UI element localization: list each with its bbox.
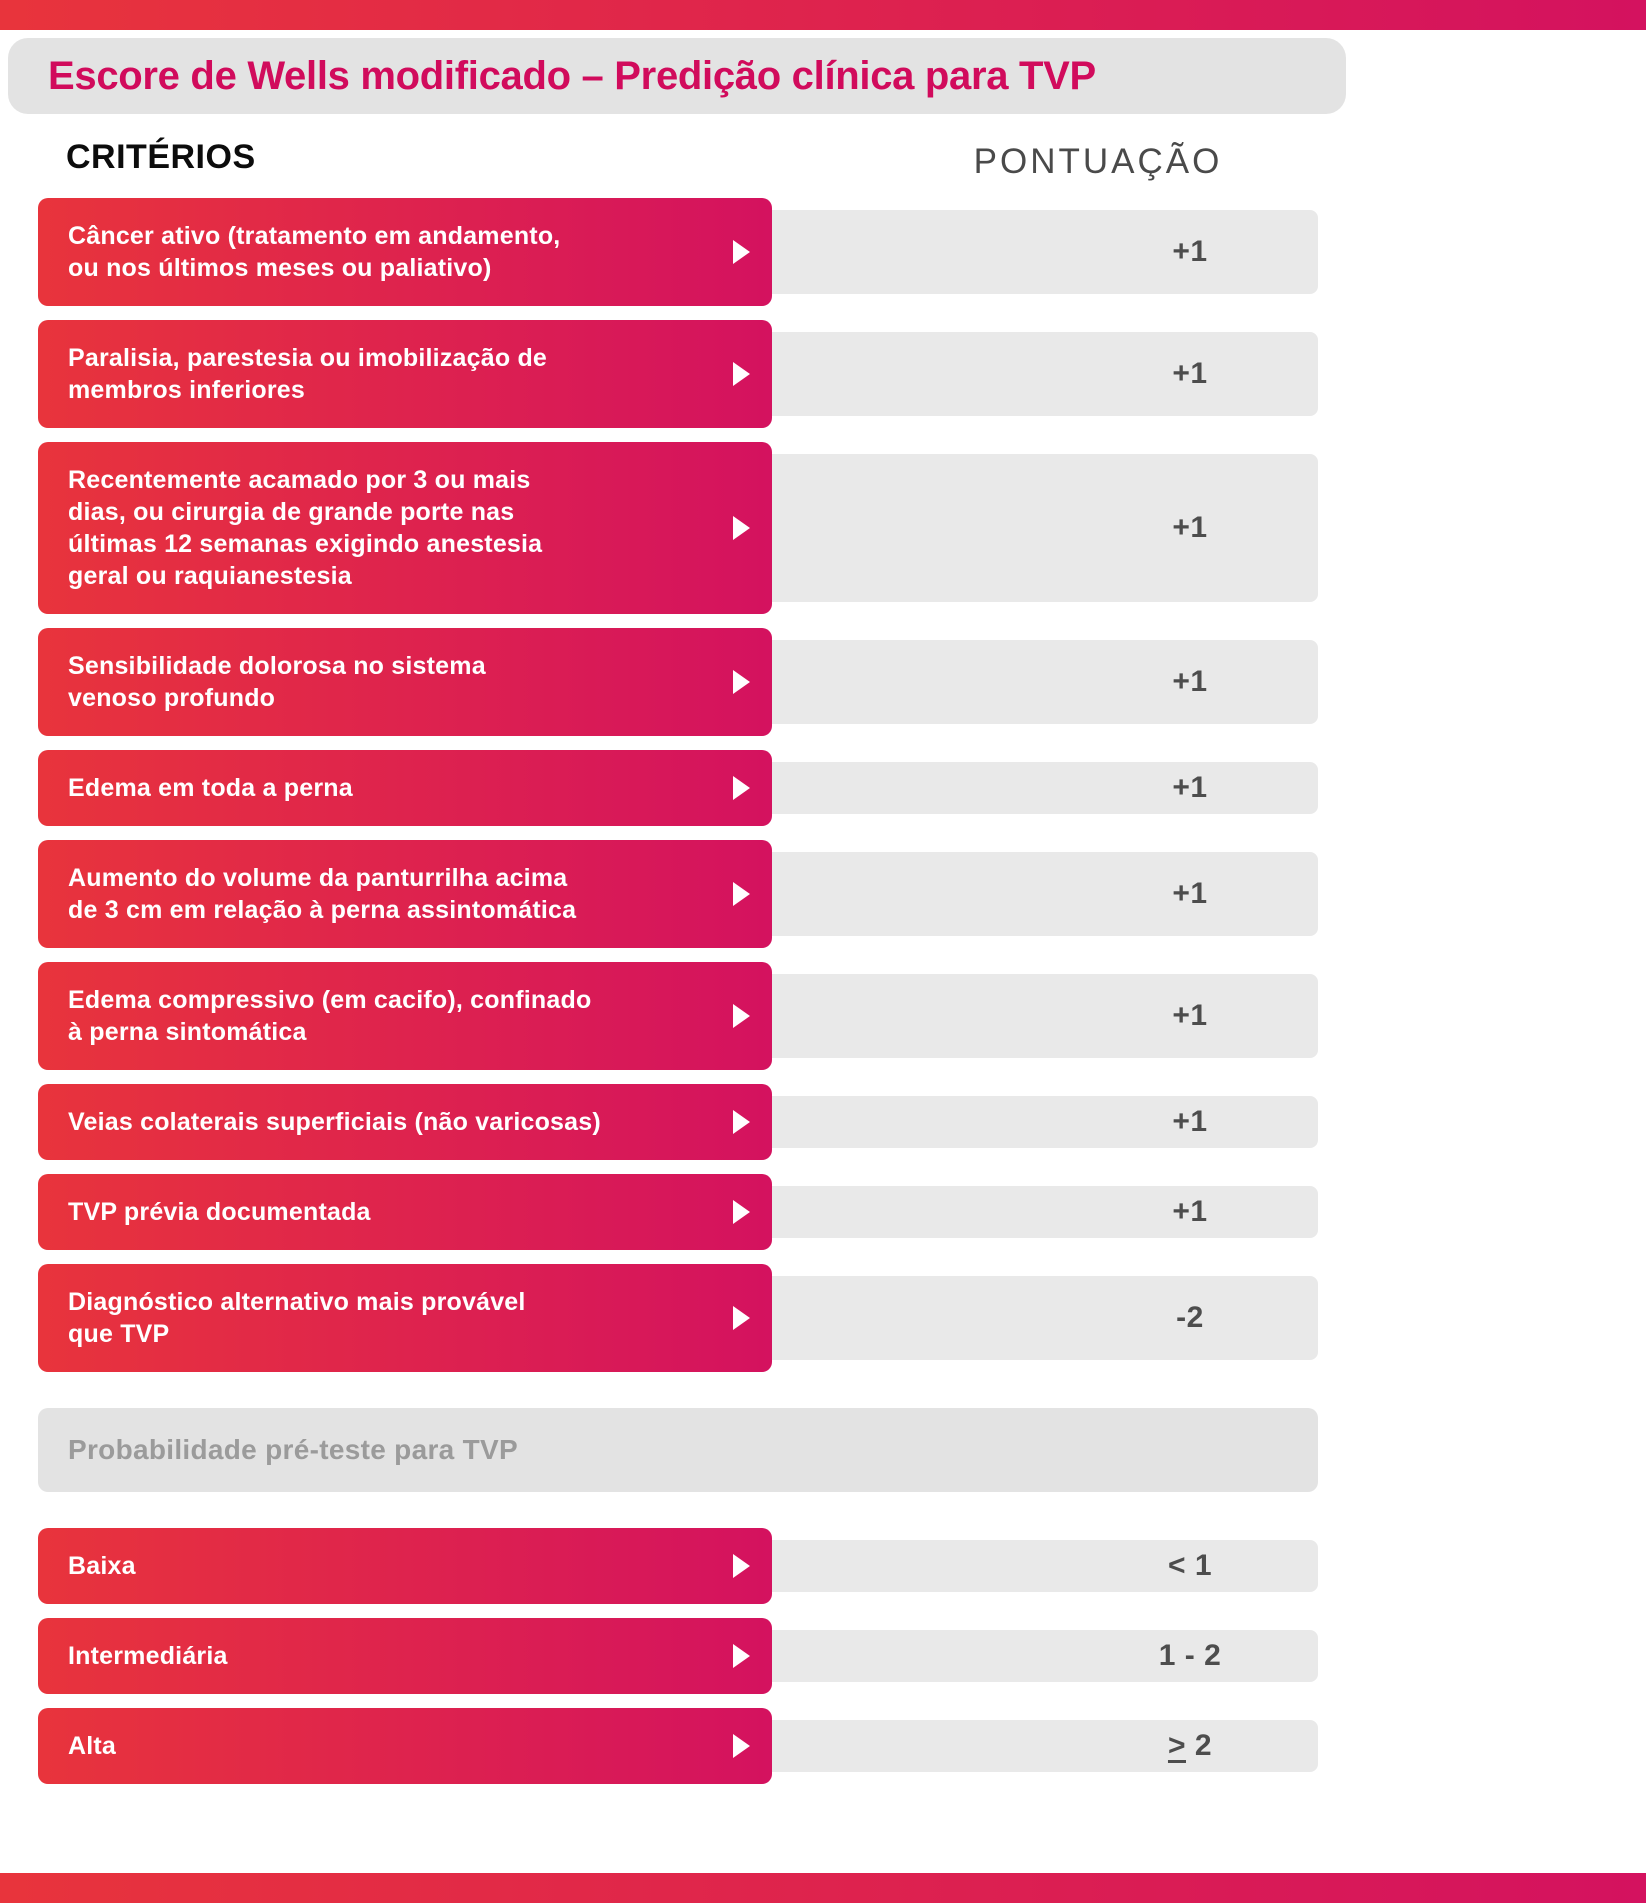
criteria-row: Sensibilidade dolorosa no sistema venoso…	[38, 628, 1318, 736]
score-text: +1	[1172, 877, 1208, 910]
score-value: +1	[1070, 877, 1310, 911]
criteria-pill: Aumento do volume da panturrilha acima d…	[38, 840, 772, 948]
score-value: +1	[1070, 771, 1310, 805]
probability-row: Baixa < 1	[38, 1528, 1318, 1604]
score-value: > 2	[1070, 1729, 1310, 1763]
score-value: +1	[1070, 999, 1310, 1033]
arrow-right-icon	[733, 240, 750, 264]
criteria-label: Paralisia, parestesia ou imobilização de…	[68, 344, 548, 404]
rows-container: Câncer ativo (tratamento em andamento, o…	[38, 198, 1318, 1784]
criteria-column-header: CRITÉRIOS	[66, 138, 256, 176]
score-value: < 1	[1070, 1549, 1310, 1583]
arrow-right-icon	[733, 670, 750, 694]
score-text: 1 - 2	[1158, 1639, 1222, 1672]
score-text: 2	[1186, 1729, 1213, 1762]
criteria-row: Câncer ativo (tratamento em andamento, o…	[38, 198, 1318, 306]
score-text: -2	[1176, 1301, 1204, 1334]
criteria-label: Intermediária	[68, 1642, 228, 1670]
score-text: +1	[1172, 999, 1208, 1032]
criteria-label: Aumento do volume da panturrilha acima d…	[68, 864, 577, 924]
score-sign: >	[1167, 1729, 1186, 1762]
criteria-pill: Edema compressivo (em cacifo), confinado…	[38, 962, 772, 1070]
section-header-bar: Probabilidade pré-teste para TVP	[38, 1408, 1318, 1492]
criteria-pill: Recentemente acamado por 3 ou mais dias,…	[38, 442, 772, 614]
score-value: +1	[1070, 1195, 1310, 1229]
score-text: +1	[1172, 1105, 1208, 1138]
score-value: +1	[1070, 357, 1310, 391]
criteria-pill: Diagnóstico alternativo mais provável qu…	[38, 1264, 772, 1372]
column-headers: CRITÉRIOS PONTUAÇÃO	[38, 134, 1318, 190]
score-value: 1 - 2	[1070, 1639, 1310, 1673]
criteria-label: Recentemente acamado por 3 ou mais dias,…	[68, 466, 543, 590]
score-value: +1	[1070, 235, 1310, 269]
arrow-right-icon	[733, 1644, 750, 1668]
score-value: +1	[1070, 1105, 1310, 1139]
score-text: +1	[1172, 511, 1208, 544]
criteria-row: Paralisia, parestesia ou imobilização de…	[38, 320, 1318, 428]
page-title: Escore de Wells modificado – Predição cl…	[48, 54, 1096, 98]
arrow-right-icon	[733, 1200, 750, 1224]
score-table: CRITÉRIOS PONTUAÇÃO Câncer ativo (tratam…	[38, 134, 1318, 1798]
arrow-right-icon	[733, 1110, 750, 1134]
score-value: +1	[1070, 665, 1310, 699]
arrow-right-icon	[733, 1734, 750, 1758]
score-column-header: PONTUAÇÃO	[973, 142, 1223, 181]
arrow-right-icon	[733, 776, 750, 800]
criteria-row: Diagnóstico alternativo mais provável qu…	[38, 1264, 1318, 1372]
criteria-label: Câncer ativo (tratamento em andamento, o…	[68, 222, 561, 282]
score-text: +1	[1172, 665, 1208, 698]
criteria-row: Veias colaterais superficiais (não varic…	[38, 1084, 1318, 1160]
criteria-row: TVP prévia documentada +1	[38, 1174, 1318, 1250]
arrow-right-icon	[733, 1554, 750, 1578]
criteria-pill: Veias colaterais superficiais (não varic…	[38, 1084, 772, 1160]
criteria-pill: Alta	[38, 1708, 772, 1784]
score-text: +1	[1172, 235, 1208, 268]
criteria-label: Alta	[68, 1732, 117, 1760]
arrow-right-icon	[733, 1306, 750, 1330]
criteria-pill: Edema em toda a perna	[38, 750, 772, 826]
score-value: -2	[1070, 1301, 1310, 1335]
section-header-label: Probabilidade pré-teste para TVP	[68, 1434, 518, 1465]
criteria-label: Edema compressivo (em cacifo), confinado…	[68, 986, 592, 1046]
arrow-right-icon	[733, 882, 750, 906]
criteria-label: Sensibilidade dolorosa no sistema venoso…	[68, 652, 486, 712]
bottom-accent-bar	[0, 1873, 1646, 1903]
score-value: +1	[1070, 511, 1310, 545]
top-accent-bar	[0, 0, 1646, 30]
arrow-right-icon	[733, 1004, 750, 1028]
criteria-label: Baixa	[68, 1552, 136, 1580]
title-band: Escore de Wells modificado – Predição cl…	[8, 38, 1346, 114]
score-text: < 1	[1167, 1549, 1213, 1582]
probability-row: Alta > 2	[38, 1708, 1318, 1784]
criteria-pill: Sensibilidade dolorosa no sistema venoso…	[38, 628, 772, 736]
probability-row: Intermediária 1 - 2	[38, 1618, 1318, 1694]
score-text: +1	[1172, 357, 1208, 390]
criteria-label: TVP prévia documentada	[68, 1198, 371, 1226]
criteria-pill: TVP prévia documentada	[38, 1174, 772, 1250]
criteria-label: Edema em toda a perna	[68, 774, 353, 802]
score-text: +1	[1172, 771, 1208, 804]
score-text: +1	[1172, 1195, 1208, 1228]
criteria-label: Veias colaterais superficiais (não varic…	[68, 1108, 601, 1136]
criteria-pill: Paralisia, parestesia ou imobilização de…	[38, 320, 772, 428]
arrow-right-icon	[733, 362, 750, 386]
arrow-right-icon	[733, 516, 750, 540]
criteria-row: Recentemente acamado por 3 ou mais dias,…	[38, 442, 1318, 614]
criteria-row: Edema compressivo (em cacifo), confinado…	[38, 962, 1318, 1070]
criteria-pill: Intermediária	[38, 1618, 772, 1694]
criteria-row: Edema em toda a perna +1	[38, 750, 1318, 826]
criteria-label: Diagnóstico alternativo mais provável qu…	[68, 1288, 526, 1348]
criteria-pill: Câncer ativo (tratamento em andamento, o…	[38, 198, 772, 306]
criteria-pill: Baixa	[38, 1528, 772, 1604]
criteria-row: Aumento do volume da panturrilha acima d…	[38, 840, 1318, 948]
